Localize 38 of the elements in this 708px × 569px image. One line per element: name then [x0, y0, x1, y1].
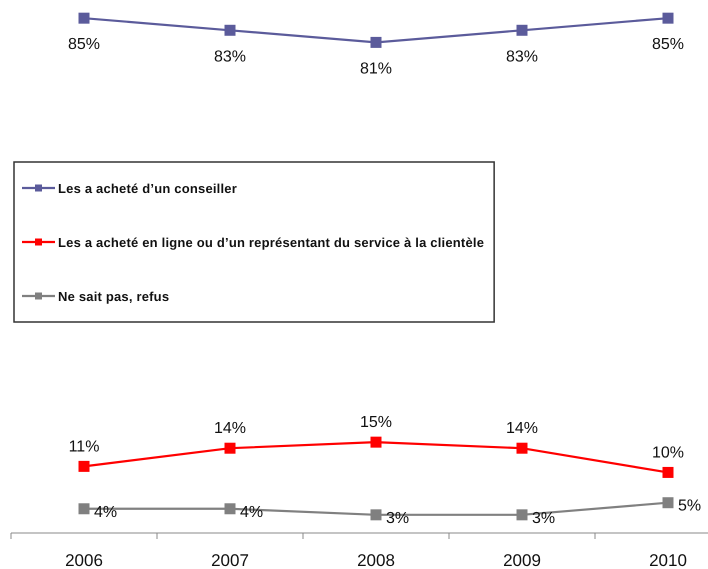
- x-tick-label: 2008: [357, 551, 395, 569]
- point: [370, 436, 382, 448]
- point: [662, 466, 674, 478]
- x-tick-label: 2006: [65, 551, 103, 569]
- data-label: 81%: [360, 60, 392, 78]
- point: [78, 503, 90, 514]
- data-label: 83%: [214, 48, 246, 66]
- point: [78, 460, 90, 472]
- data-label: 3%: [386, 510, 410, 527]
- point: [662, 12, 674, 24]
- data-label: 11%: [68, 438, 100, 456]
- data-label: 15%: [360, 414, 392, 432]
- legend-label: Les a acheté d’un conseiller: [58, 181, 237, 196]
- point: [224, 503, 236, 514]
- point: [224, 24, 236, 36]
- point: [516, 509, 528, 520]
- data-label: 85%: [68, 36, 100, 54]
- legend-label: Les a acheté en ligne ou d’un représentant du service à la clientèle: [58, 235, 484, 250]
- data-label: 85%: [652, 36, 684, 54]
- point: [370, 509, 382, 520]
- data-label: 10%: [652, 444, 684, 462]
- data-label: 3%: [532, 510, 556, 527]
- data-label: 83%: [506, 48, 538, 66]
- data-label: 4%: [240, 504, 264, 521]
- data-label: 4%: [94, 504, 118, 521]
- data-label: 14%: [506, 420, 538, 438]
- point: [516, 442, 528, 454]
- data-label: 5%: [678, 498, 702, 515]
- point: [516, 24, 528, 36]
- legend-label: Ne sait pas, refus: [58, 289, 170, 304]
- x-tick-label: 2007: [211, 551, 249, 569]
- point: [78, 12, 90, 24]
- x-tick-label: 2009: [503, 551, 541, 569]
- x-tick-label: 2010: [649, 551, 687, 569]
- point: [224, 442, 236, 454]
- data-label: 14%: [214, 420, 246, 438]
- point: [662, 497, 674, 508]
- point: [370, 36, 382, 48]
